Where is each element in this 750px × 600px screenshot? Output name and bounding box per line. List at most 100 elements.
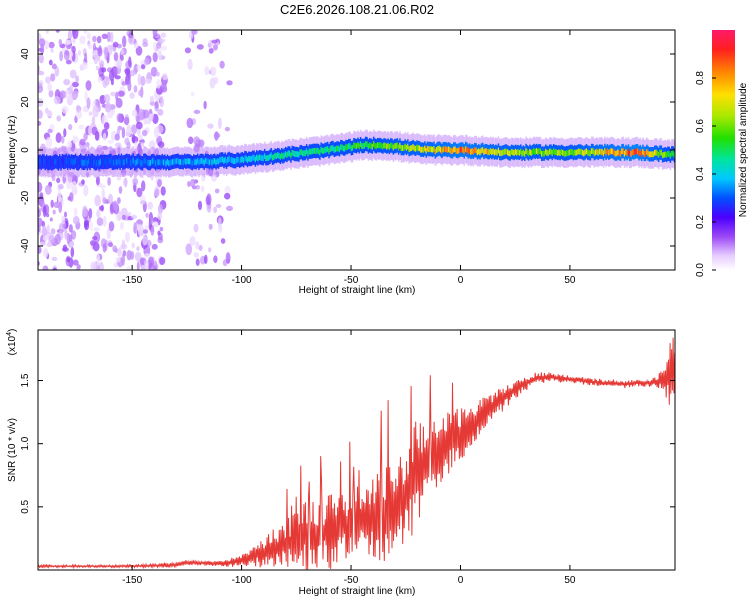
band-core [642,148,644,155]
noise-cell [61,105,69,114]
noise-cell [49,217,53,222]
band-core [548,148,551,155]
noise-cell [42,225,47,237]
band-core [619,150,622,157]
band-core [559,150,561,156]
band-core [116,159,119,166]
band-core [648,151,651,158]
band-core [129,159,132,166]
noise-cell [203,100,207,110]
band-core [156,158,158,165]
band-core [361,143,363,149]
noise-cell [100,184,106,189]
noise-cell [98,261,104,270]
noise-cell [56,115,61,122]
band-core [618,150,621,156]
band-core [85,158,87,165]
band-core [470,149,472,155]
band-core [207,158,209,165]
noise-cell [149,101,157,106]
band-core [214,157,216,164]
noise-cell [128,56,132,68]
band-core [638,150,640,157]
band-core [190,159,192,166]
band-core [103,158,106,165]
noise-cell [146,118,151,125]
band-core [90,158,93,164]
band-core [387,142,389,149]
band-core [399,142,401,149]
band-core [165,160,167,167]
band-core [371,143,374,150]
band-core [647,150,649,157]
band-core [53,159,56,165]
noise-cell [184,47,191,54]
x-tick-label: -100 [232,575,252,586]
noise-cell [96,254,101,266]
band-core [562,149,564,156]
snr-ylabel: SNR (10 * v/v) [7,418,18,482]
noise-cell [64,211,67,218]
band-core [195,159,198,166]
noise-cell [133,42,139,49]
noise-cell [187,58,193,71]
noise-cell [117,210,122,221]
noise-cell [135,45,143,56]
band-core [668,151,670,157]
band-core [627,148,630,155]
band-core [358,143,361,150]
band-core [471,148,473,154]
noise-cell [132,177,139,186]
band-core [554,149,556,155]
noise-cell [48,90,54,98]
colorbar-tick-label: 0.0 [695,263,706,277]
band-core [282,153,284,160]
band-core [323,148,325,154]
band-core [357,141,359,148]
noise-cell [108,193,113,205]
snr-frame [37,329,676,571]
band-core [623,150,626,157]
band-core [95,160,98,167]
band-core [655,149,657,156]
band-core [575,150,577,156]
band-core [233,158,236,165]
band-core [514,148,517,155]
noise-cell [61,215,66,225]
noise-cell [38,246,42,254]
band-core [320,146,322,153]
band-core [254,156,257,163]
band-core [598,148,601,155]
band-core [154,160,157,167]
noise-cell [152,265,157,270]
band-core [439,146,442,153]
band-core [101,158,103,165]
noise-cell [40,44,45,55]
noise-cell [120,49,125,55]
band-core [633,149,635,156]
noise-cell [160,32,167,38]
noise-cell [136,246,140,252]
noise-cell [38,225,41,233]
band-core [224,156,227,163]
noise-cell [215,204,222,208]
band-core [665,152,668,158]
band-core [403,145,405,152]
noise-cell [158,87,163,92]
noise-cell [129,92,135,99]
band-core [391,142,393,149]
band-core [187,158,190,165]
noise-cell [102,215,107,228]
band-core [122,159,124,166]
band-core [348,143,350,149]
noise-cell [89,240,96,246]
noise-cell [79,35,86,45]
band-core [629,150,631,157]
band-core [525,148,527,154]
noise-cell [127,80,132,92]
noise-cell [38,38,46,47]
band-core [422,146,425,153]
noise-cell [67,30,72,41]
band-core [506,149,509,156]
noise-cell [58,201,63,213]
